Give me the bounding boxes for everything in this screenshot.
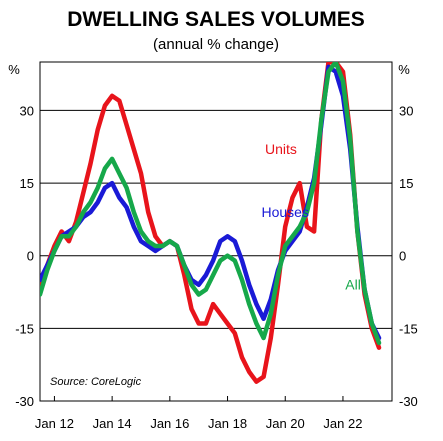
series-line-all <box>40 62 382 346</box>
series-labels: Units Houses All <box>262 141 361 293</box>
x-tick-label: Jan 20 <box>266 416 305 431</box>
y-tick-label-left: 15 <box>20 176 34 191</box>
x-tick-label: Jan 22 <box>323 416 362 431</box>
left-axis-unit: % <box>8 62 20 77</box>
right-axis-unit: % <box>398 62 410 77</box>
x-tick-label: Jan 12 <box>35 416 74 431</box>
y-tick-label-right: -15 <box>399 321 418 336</box>
series-label-units: Units <box>265 141 297 157</box>
y-tick-label-right: 30 <box>399 103 413 118</box>
series-label-all: All <box>345 277 361 293</box>
series-lines <box>40 62 382 384</box>
y-tick-label-right: 15 <box>399 176 413 191</box>
series-label-houses: Houses <box>262 204 309 220</box>
source-note: Source: CoreLogic <box>50 376 142 388</box>
y-tick-label-left: 0 <box>27 249 34 264</box>
y-tick-label-right: 0 <box>399 249 406 264</box>
chart-title: DWELLING SALES VOLUMES <box>67 8 365 31</box>
x-tick-label: Jan 14 <box>93 416 132 431</box>
y-tick-label-right: -30 <box>399 394 418 409</box>
x-tick-label: Jan 16 <box>150 416 189 431</box>
y-tick-label-left: -30 <box>15 394 34 409</box>
y-tick-label-left: 30 <box>20 103 34 118</box>
plot-frame <box>39 61 393 402</box>
y-tick-label-left: -15 <box>15 321 34 336</box>
x-tick-label: Jan 18 <box>208 416 247 431</box>
chart-subtitle: (annual % change) <box>153 36 279 53</box>
